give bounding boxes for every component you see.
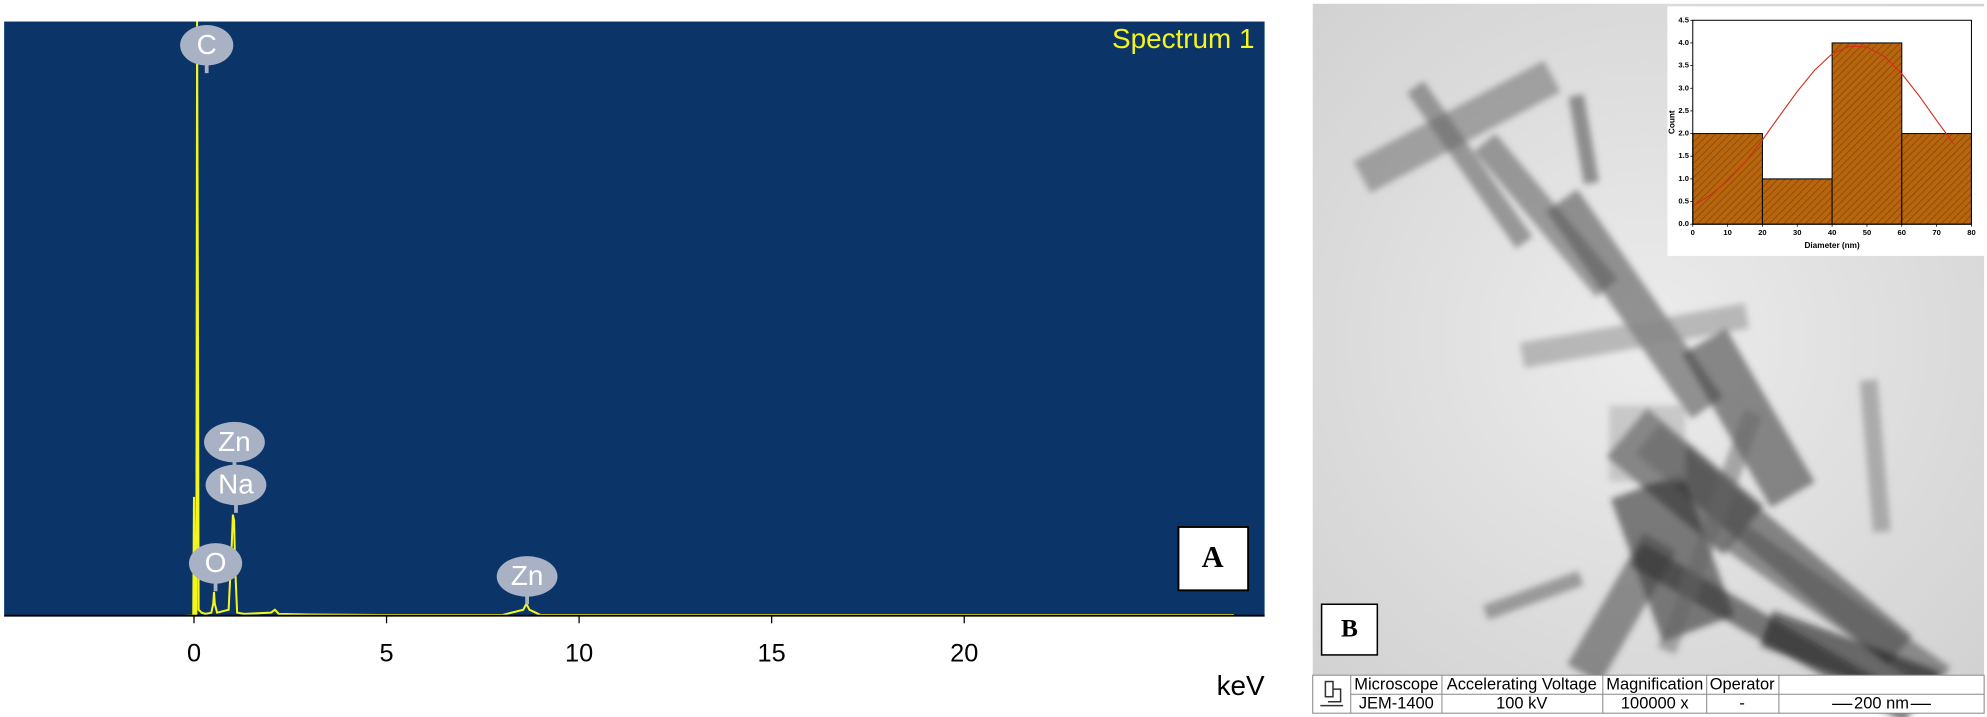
annotation-label: Zn [511, 560, 544, 591]
annotation-bubble [205, 464, 267, 506]
y-tick-label: 1.5 [1678, 151, 1689, 160]
y-tick-label: 3.0 [1678, 83, 1689, 92]
annotation-label: Zn [218, 426, 251, 457]
x-tick-label: 60 [1898, 228, 1906, 237]
fit-curve [1692, 45, 1955, 207]
y-tick-label: 0.0 [1678, 219, 1689, 228]
annotation-bubble [496, 556, 558, 597]
table-value: - [1739, 695, 1744, 713]
table-header: Accelerating Voltage [1447, 676, 1597, 694]
x-tick-label: 5 [380, 640, 394, 668]
table-header: Microscope [1354, 676, 1438, 694]
panel-label: B [1341, 615, 1358, 643]
spectrum-background [4, 21, 1265, 616]
x-tick-label: 50 [1863, 228, 1871, 237]
annotation-label: C [197, 29, 217, 60]
tem-rods [1353, 60, 1951, 717]
panel-label-box [1177, 526, 1250, 592]
annotation-bubble [188, 543, 243, 584]
table-value: 100 kV [1496, 695, 1547, 713]
histogram-bar [1761, 178, 1833, 225]
x-tick-label: 0 [1691, 228, 1695, 237]
chart-title: Spectrum 1 [1112, 23, 1254, 54]
info-table [1312, 674, 1985, 714]
x-axis-label: Diameter (nm) [1804, 241, 1860, 250]
spectrum-line [186, 21, 1234, 617]
x-tick-label: 80 [1967, 228, 1975, 237]
y-tick-label: 0.5 [1678, 197, 1689, 206]
x-tick-label: 0 [187, 640, 201, 668]
annotation-bubble [180, 25, 234, 66]
histogram-bar [1692, 133, 1763, 225]
table-value: JEM-1400 [1359, 695, 1434, 713]
histogram-bar [1901, 133, 1972, 225]
annotation-label: Na [218, 469, 254, 500]
y-axis-label: Count [1668, 110, 1677, 134]
x-tick-label: 30 [1793, 228, 1801, 237]
table-header: Operator [1710, 676, 1775, 694]
y-tick-label: 2.0 [1678, 129, 1689, 138]
y-tick-label: 4.0 [1678, 38, 1689, 47]
table-header: Magnification [1606, 676, 1703, 694]
x-tick-label: 15 [758, 640, 786, 668]
panel-label: A [1202, 540, 1224, 574]
panel-label-box [1320, 603, 1379, 656]
x-axis-label: keV [1217, 670, 1265, 701]
y-tick-label: 3.5 [1678, 61, 1689, 70]
histogram-bar [1831, 42, 1903, 225]
x-tick-label: 70 [1932, 228, 1940, 237]
table-value: 100000 x [1621, 695, 1689, 713]
x-tick-label: 10 [565, 640, 593, 668]
annotation-bubble [204, 421, 265, 463]
x-tick-label: 10 [1723, 228, 1731, 237]
scale-bar-label: 200 nm [1854, 695, 1909, 713]
x-tick-label: 20 [1758, 228, 1766, 237]
y-tick-label: 1.0 [1678, 174, 1689, 183]
x-tick-label: 40 [1828, 228, 1836, 237]
y-tick-label: 2.5 [1678, 106, 1689, 115]
x-tick-label: 20 [950, 640, 978, 668]
y-tick-label: 4.5 [1678, 15, 1689, 24]
microscope-icon [1320, 680, 1344, 707]
annotation-label: O [205, 547, 227, 578]
